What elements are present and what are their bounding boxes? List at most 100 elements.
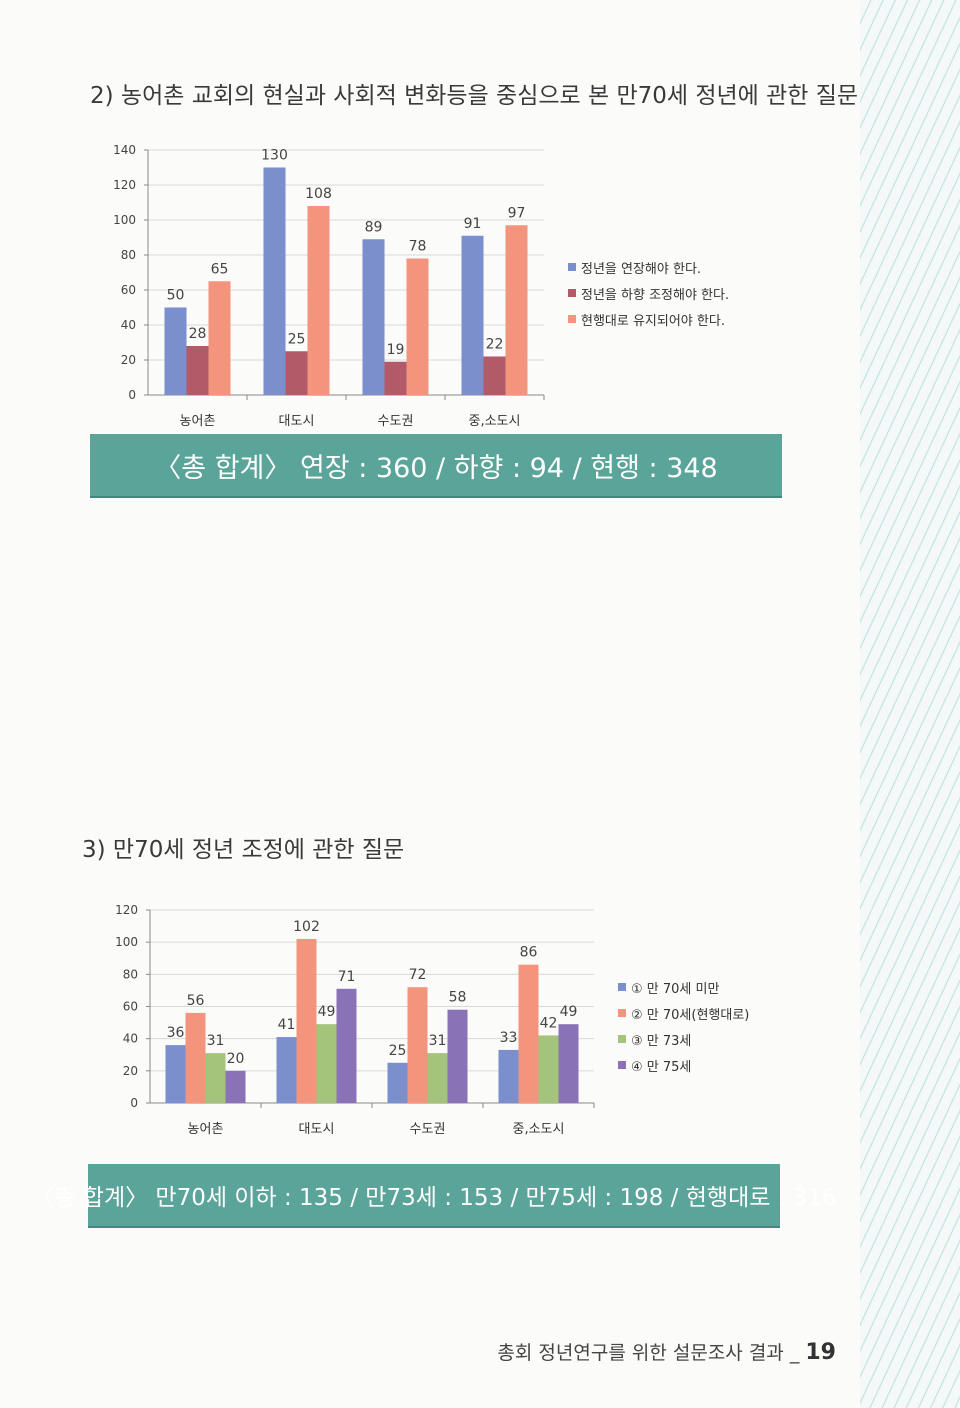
q2-summary-banner: 〈총 합계〉 연장 : 360 / 하향 : 94 / 현행 : 348 bbox=[90, 434, 782, 498]
bar bbox=[296, 938, 317, 1103]
y-tick-label: 60 bbox=[121, 283, 136, 297]
q3-summary-banner: 〈총 합계〉 만70세 이하 : 135 / 만73세 : 153 / 만75세… bbox=[31, 1164, 837, 1228]
data-label: 86 bbox=[520, 945, 538, 961]
bar bbox=[407, 987, 428, 1103]
legend-swatch bbox=[618, 983, 626, 991]
x-tick-label: 대도시 bbox=[279, 414, 315, 429]
footer-text: 총회 정년연구를 위한 설문조사 결과 _ bbox=[497, 1342, 800, 1364]
bar bbox=[498, 1049, 519, 1103]
page-number: 19 bbox=[805, 1340, 836, 1365]
y-tick-label: 100 bbox=[115, 935, 138, 949]
bar bbox=[336, 988, 357, 1103]
x-tick-label: 대도시 bbox=[299, 1122, 335, 1137]
chart-q2: 0 20 40 60 80 100 120 140 50 28 65 농어촌 130 25 108 대도시 89… bbox=[113, 143, 545, 429]
data-label: 28 bbox=[189, 326, 207, 342]
data-label: 36 bbox=[167, 1025, 185, 1041]
bar bbox=[538, 1035, 559, 1103]
bar bbox=[208, 281, 231, 395]
bar bbox=[276, 1037, 297, 1103]
decorative-hatch-band bbox=[860, 0, 960, 1408]
y-tick-label: 120 bbox=[113, 178, 136, 192]
legend-label: ③ 만 73세 bbox=[631, 1033, 692, 1049]
data-label: 89 bbox=[365, 219, 383, 235]
legend-item: 정년을 연장해야 한다. bbox=[568, 254, 729, 280]
bar bbox=[447, 1009, 468, 1103]
bar bbox=[316, 1024, 337, 1103]
data-label: 20 bbox=[227, 1051, 245, 1067]
data-label: 72 bbox=[409, 967, 427, 983]
data-label: 25 bbox=[389, 1043, 407, 1059]
bar bbox=[483, 356, 506, 395]
data-label: 31 bbox=[207, 1033, 225, 1049]
x-tick-label: 수도권 bbox=[378, 414, 414, 429]
legend-item: ② 만 70세(현행대로) bbox=[618, 1000, 749, 1026]
bar bbox=[164, 307, 187, 395]
x-tick-label: 중,소도시 bbox=[513, 1122, 565, 1137]
q3-title: 3) 만70세 정년 조정에 관한 질문 bbox=[82, 837, 405, 863]
data-label: 102 bbox=[293, 919, 320, 935]
y-tick-label: 40 bbox=[123, 1032, 138, 1046]
data-label: 41 bbox=[278, 1017, 296, 1033]
y-tick-label: 20 bbox=[123, 1064, 138, 1078]
data-label: 97 bbox=[508, 205, 526, 221]
y-tick-label: 140 bbox=[113, 143, 136, 157]
legend-item: 현행대로 유지되어야 한다. bbox=[568, 306, 729, 332]
bar bbox=[307, 206, 330, 395]
legend-label: 정년을 하향 조정해야 한다. bbox=[581, 287, 730, 303]
data-label: 25 bbox=[288, 331, 306, 347]
data-label: 22 bbox=[486, 337, 504, 353]
legend-swatch bbox=[618, 1009, 626, 1017]
bar bbox=[165, 1045, 186, 1103]
bar bbox=[427, 1053, 448, 1103]
legend-item: ③ 만 73세 bbox=[618, 1026, 749, 1052]
data-label: 130 bbox=[261, 148, 288, 164]
q2-title: 2) 농어촌 교회의 현실과 사회적 변화등을 중심으로 본 만70세 정년에 … bbox=[90, 83, 859, 109]
legend-swatch bbox=[618, 1035, 626, 1043]
y-tick-label: 20 bbox=[121, 353, 136, 367]
legend-item: 정년을 하향 조정해야 한다. bbox=[568, 280, 729, 306]
data-label: 19 bbox=[387, 342, 405, 358]
y-tick-label: 60 bbox=[123, 1000, 138, 1014]
data-label: 49 bbox=[560, 1004, 578, 1020]
bar bbox=[263, 167, 286, 395]
chart-q3-legend: ① 만 70세 미만 ② 만 70세(현행대로) ③ 만 73세 ④ 만 75세 bbox=[618, 974, 749, 1078]
bar bbox=[362, 239, 385, 395]
data-label: 42 bbox=[540, 1015, 558, 1031]
data-label: 56 bbox=[187, 993, 205, 1009]
y-tick-label: 80 bbox=[123, 967, 138, 981]
data-label: 33 bbox=[500, 1030, 518, 1046]
bar bbox=[461, 235, 484, 395]
y-tick-label: 40 bbox=[121, 318, 136, 332]
data-label: 58 bbox=[449, 990, 467, 1006]
data-label: 31 bbox=[429, 1033, 447, 1049]
x-tick-label: 농어촌 bbox=[188, 1122, 224, 1137]
legend-swatch bbox=[618, 1061, 626, 1069]
data-label: 78 bbox=[409, 239, 427, 255]
bar bbox=[185, 1012, 206, 1103]
x-tick-label: 농어촌 bbox=[180, 414, 216, 429]
data-label: 108 bbox=[305, 186, 332, 202]
x-tick-label: 수도권 bbox=[410, 1122, 446, 1137]
legend-label: ④ 만 75세 bbox=[631, 1059, 692, 1075]
legend-swatch bbox=[568, 289, 576, 297]
y-tick-label: 0 bbox=[128, 388, 136, 402]
data-label: 71 bbox=[338, 969, 356, 985]
data-label: 50 bbox=[167, 288, 185, 304]
legend-label: 현행대로 유지되어야 한다. bbox=[581, 313, 725, 329]
chart-q3: 02040608010012036563120농어촌411024971대도시25… bbox=[115, 903, 595, 1137]
page-footer: 총회 정년연구를 위한 설문조사 결과 _ 19 bbox=[497, 1338, 836, 1365]
bar bbox=[518, 964, 539, 1103]
data-label: 65 bbox=[211, 261, 229, 277]
legend-swatch bbox=[568, 263, 576, 271]
chart-q2-legend: 정년을 연장해야 한다. 정년을 하향 조정해야 한다. 현행대로 유지되어야 … bbox=[568, 254, 729, 332]
y-tick-label: 120 bbox=[115, 903, 138, 917]
y-tick-label: 100 bbox=[113, 213, 136, 227]
legend-item: ④ 만 75세 bbox=[618, 1052, 749, 1078]
bar bbox=[384, 361, 407, 395]
legend-swatch bbox=[568, 315, 576, 323]
data-label: 91 bbox=[464, 216, 482, 232]
x-tick-label: 중,소도시 bbox=[469, 414, 521, 429]
y-tick-label: 0 bbox=[130, 1096, 138, 1110]
bar bbox=[505, 225, 528, 395]
legend-label: ① 만 70세 미만 bbox=[631, 981, 720, 997]
